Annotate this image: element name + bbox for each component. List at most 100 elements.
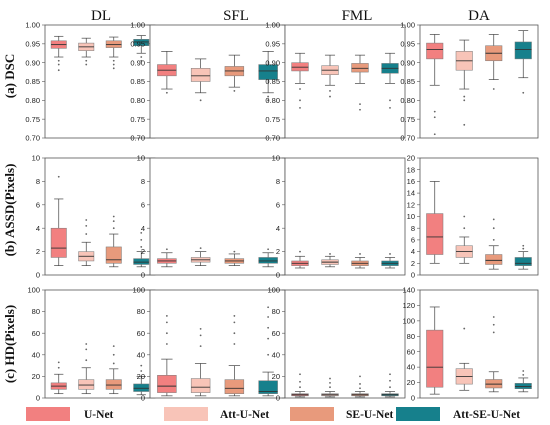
column-title-dl: DL bbox=[91, 8, 111, 24]
panel-3-fml-att-se-u-net-outlier bbox=[389, 373, 391, 376]
panel-2-da-ytick-label: 0 bbox=[411, 271, 415, 280]
panel-3-sfl-att-se-u-net-outlier bbox=[267, 326, 270, 329]
panel-2-sfl-ytick-label: 6 bbox=[141, 200, 145, 209]
panel-3-sfl-se-u-net-outlier bbox=[233, 343, 236, 345]
panel-1-fml-att-u-net-outlier bbox=[329, 90, 331, 92]
panel-1-fml-se-u-net-box bbox=[351, 63, 369, 73]
panel-3-sfl-se-u-net-box bbox=[224, 379, 245, 394]
panel-3-da-se-u-net-outlier bbox=[492, 323, 495, 326]
panel-1-dl-ytick-label: 0.90 bbox=[25, 58, 40, 67]
panel-3-fml-ytick-label: 60 bbox=[272, 329, 280, 338]
panel-1-sfl-ytick-label: 0.90 bbox=[130, 58, 145, 67]
panel-2-dl: 0 2 4 6 8 10 bbox=[32, 154, 156, 280]
panel-2-da-ytick-label: 12 bbox=[407, 200, 415, 209]
panel-2-da-att-se-u-net-outlier bbox=[522, 247, 525, 250]
panel-2-da-ytick-label: 4 bbox=[411, 247, 415, 256]
panel-3-da-ytick-label: 60 bbox=[407, 347, 415, 356]
panel-1-da-ytick-label: 0.90 bbox=[400, 58, 415, 67]
panel-1-dl-ytick-label: 0.70 bbox=[25, 134, 40, 143]
panel-3-fml-ytick-label: 40 bbox=[272, 350, 280, 359]
column-title-sfl: SFL bbox=[223, 8, 249, 24]
panel-2-da-u-net-box bbox=[426, 213, 444, 255]
panel-1-da-u-net-outlier bbox=[433, 133, 436, 136]
panel-2-da-att-u-net-outlier bbox=[463, 215, 466, 218]
panel-2-dl-u-net-outlier bbox=[57, 175, 60, 178]
row-label-dsc: (a) DSC bbox=[2, 54, 17, 98]
panel-3-sfl: 0 20 40 60 80 100 bbox=[132, 286, 286, 403]
legend-swatch-u-net bbox=[26, 407, 70, 421]
panel-3-fml-se-u-net-outlier bbox=[359, 387, 361, 390]
panel-1-dl-u-net-outlier bbox=[57, 63, 60, 66]
panel-3-da-ytick-label: 40 bbox=[407, 363, 415, 372]
panel-2-da-se-u-net-outlier bbox=[492, 239, 495, 241]
panel-1-dl-ytick-label: 1.00 bbox=[25, 21, 40, 30]
panel-1-fml-ytick-label: 0.85 bbox=[265, 77, 280, 86]
panel-3-dl: 0 20 40 60 80 100 bbox=[27, 286, 156, 403]
panel-3-fml-ytick-label: 80 bbox=[272, 307, 280, 316]
panel-3-fml-att-se-u-net-outlier bbox=[389, 386, 391, 389]
panel-1-da-att-u-net-outlier bbox=[463, 95, 466, 98]
panel-3-dl-se-u-net-outlier bbox=[112, 362, 115, 365]
panel-3-fml-ytick-label: 20 bbox=[272, 372, 280, 381]
panel-2-dl-att-se-u-net-box bbox=[133, 258, 150, 265]
panel-3-fml-att-u-net-outlier bbox=[329, 381, 331, 384]
panels-layer: 0.70 0.75 0.80 0.85 0.90 0.95 1.00 0.70 0.75 0.80… bbox=[25, 21, 539, 403]
legend-label-u-net: U-Net bbox=[84, 409, 114, 421]
panel-3-fml-u-net-outlier bbox=[299, 380, 301, 383]
panel-3-sfl-ytick-label: 20 bbox=[137, 372, 145, 381]
panel-1-dl-att-se-u-net-box bbox=[133, 39, 150, 46]
panel-1-dl: 0.70 0.75 0.80 0.85 0.90 0.95 1.00 bbox=[25, 21, 156, 143]
legend-swatch-se-u-net bbox=[290, 407, 334, 421]
panel-1-fml-ytick-label: 0.75 bbox=[265, 115, 280, 124]
panel-2-sfl: 0 2 4 6 8 10 bbox=[137, 154, 286, 280]
panel-3-sfl-u-net-outlier bbox=[165, 321, 168, 324]
panel-3-da-att-u-net-outlier bbox=[463, 327, 466, 330]
panel-1-sfl-att-u-net-box bbox=[190, 68, 211, 82]
panel-1-da-att-u-net-outlier bbox=[463, 123, 466, 126]
panel-2-da-att-u-net-outlier bbox=[463, 227, 466, 230]
panel-2-dl-se-u-net-box bbox=[105, 246, 122, 264]
panel-3-dl-se-u-net-outlier bbox=[112, 345, 115, 348]
panel-2-sfl-ytick-label: 4 bbox=[141, 224, 145, 233]
panel-1-sfl-att-se-u-net-outlier bbox=[267, 95, 270, 98]
panel-1-sfl-att-se-u-net-box bbox=[258, 64, 278, 80]
panel-1-dl-se-u-net-outlier bbox=[112, 67, 115, 70]
panel-1-fml-se-u-net-outlier bbox=[359, 108, 361, 111]
panel-2-fml-frame bbox=[284, 157, 406, 276]
panel-1-sfl-ytick-label: 0.95 bbox=[130, 39, 145, 48]
panel-3-fml-frame bbox=[284, 289, 406, 399]
panel-2-dl-att-u-net-outlier bbox=[85, 224, 88, 227]
panel-2-da-att-se-u-net-outlier bbox=[522, 244, 525, 247]
panel-2-fml-se-u-net-outlier bbox=[359, 253, 361, 255]
panel-3-sfl-se-u-net-outlier bbox=[233, 332, 236, 335]
panel-3-sfl-att-u-net-box bbox=[190, 378, 211, 393]
panel-3-dl-att-u-net-box bbox=[78, 379, 95, 390]
panel-3-fml-se-u-net-outlier bbox=[359, 375, 361, 378]
column-title-fml: FML bbox=[342, 8, 373, 24]
panel-1-fml-u-net-outlier bbox=[299, 88, 301, 90]
legend-label-se-u-net: SE-U-Net bbox=[346, 409, 393, 421]
panel-1-sfl-ytick-label: 0.75 bbox=[130, 115, 145, 124]
panel-3-dl-att-se-u-net-outlier bbox=[140, 370, 143, 372]
panel-2-da-ytick-label: 6 bbox=[411, 236, 415, 245]
panel-3-sfl-att-se-u-net-outlier bbox=[267, 337, 270, 340]
panel-2-dl-att-u-net-outlier bbox=[85, 233, 88, 235]
panel-1-dl-u-net-outlier bbox=[57, 59, 60, 62]
legend-label-att-se-u-net: Att-SE-U-Net bbox=[453, 409, 520, 421]
panel-3-dl-att-se-u-net-box bbox=[133, 383, 150, 392]
panel-2-dl-att-se-u-net-outlier bbox=[140, 246, 143, 248]
panel-3-fml-u-net-outlier bbox=[299, 386, 301, 389]
panel-3-da-ytick-label: 120 bbox=[402, 301, 415, 310]
panel-3-dl-att-u-net-outlier bbox=[85, 359, 88, 362]
panel-2-dl-u-net-box bbox=[50, 227, 67, 258]
panel-1-da-u-net-box bbox=[426, 42, 444, 60]
panel-3-da-ytick-label: 20 bbox=[407, 378, 415, 387]
panel-1-sfl-se-u-net-outlier bbox=[233, 90, 236, 92]
panel-1-sfl-u-net-outlier bbox=[165, 91, 168, 94]
panel-1-da-se-u-net-outlier bbox=[492, 88, 495, 90]
panel-1-sfl-ytick-label: 1.00 bbox=[130, 21, 145, 30]
legend-label-att-u-net: Att-U-Net bbox=[220, 409, 269, 421]
panel-2-dl-se-u-net-outlier bbox=[112, 215, 115, 218]
panel-2-dl-ytick-label: 10 bbox=[32, 154, 40, 163]
panel-1-dl-ytick-label: 0.95 bbox=[25, 39, 40, 48]
